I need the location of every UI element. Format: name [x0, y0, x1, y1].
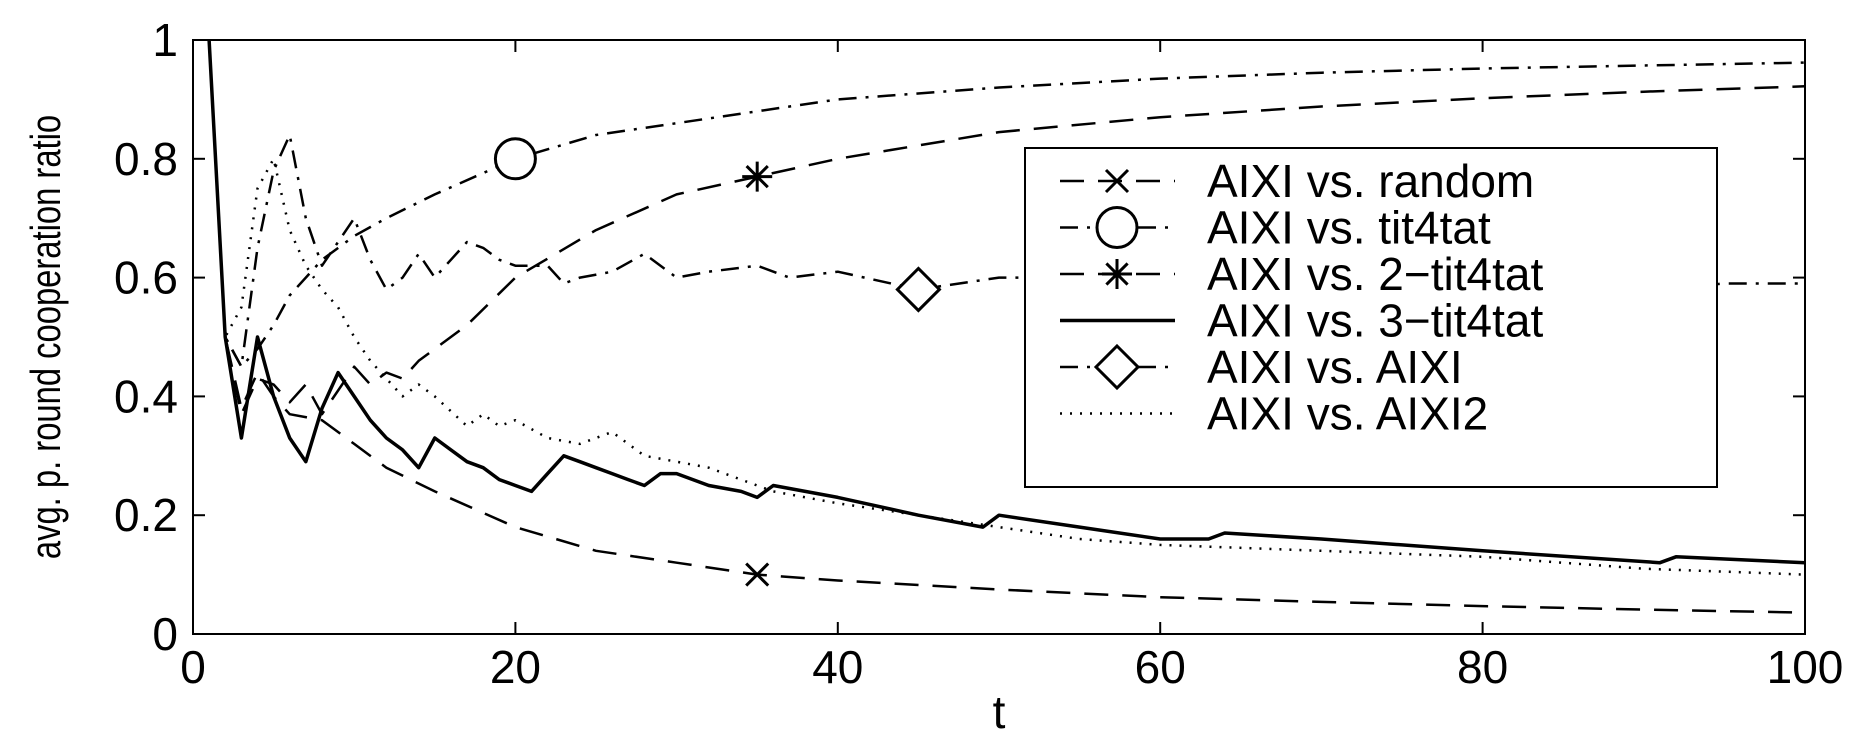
series-marker-aixi-vs-tit4tat: [493, 137, 537, 181]
series-layer: [207, 39, 1806, 614]
y-tick-label: 0.8: [114, 133, 178, 185]
y-tick-label: 1: [152, 14, 178, 66]
x-tick-label: 0: [180, 641, 206, 693]
legend-item-aixi-vs-aixi2: AIXI vs. AIXI2: [1060, 388, 1488, 440]
legend-label: AIXI vs. AIXI: [1207, 341, 1463, 393]
x-tick-label: 80: [1457, 641, 1508, 693]
plot-frame: [192, 39, 1806, 635]
x-tick-label: 60: [1135, 641, 1186, 693]
legend-item-aixi-vs-2-tit4tat: AIXI vs. 2−tit4tat: [1060, 248, 1543, 300]
y-tick-label: 0.6: [114, 252, 178, 304]
legend-label: AIXI vs. AIXI2: [1207, 388, 1488, 440]
y-tick-label: 0.4: [114, 370, 178, 422]
y-tick-label: 0: [152, 608, 178, 660]
legend-item-aixi-vs-3-tit4tat: AIXI vs. 3−tit4tat: [1060, 295, 1543, 347]
legend-label: AIXI vs. tit4tat: [1207, 202, 1491, 254]
series-marker-aixi-vs-random: [745, 562, 770, 587]
y-axis-title: avg. p. round cooperation ratio: [22, 115, 69, 559]
series-line-aixi-vs-aixi: [207, 39, 1805, 368]
legend-box: [1024, 147, 1718, 488]
x-tick-label: 100: [1767, 641, 1844, 693]
series-marker-aixi-vs-aixi: [895, 266, 942, 313]
legend-marker: [1095, 206, 1139, 249]
legend-item-aixi-vs-aixi: AIXI vs. AIXI: [1060, 341, 1463, 393]
legend-marker: [1102, 259, 1132, 289]
y-tick-label: 0.2: [114, 489, 178, 541]
series-line-aixi-vs-aixi2: [207, 39, 1806, 576]
x-tick-label: 20: [490, 641, 541, 693]
series-marker-aixi-vs-2-tit4tat: [742, 161, 773, 192]
x-axis-title: t: [993, 686, 1006, 731]
series-line-aixi-vs-3-tit4tat: [207, 39, 1806, 565]
legend-label: AIXI vs. random: [1207, 155, 1534, 207]
legend-label: AIXI vs. 3−tit4tat: [1207, 295, 1543, 347]
legend-item-aixi-vs-random: AIXI vs. random: [1060, 155, 1534, 207]
legend-label: AIXI vs. 2−tit4tat: [1207, 248, 1543, 300]
series-line-aixi-vs-2-tit4tat: [207, 39, 1806, 416]
x-tick-label: 40: [812, 641, 863, 693]
ticks-layer: 0 20 40 60 80 100 0 0.2 0.4 0.6 0.8 1: [114, 14, 1843, 693]
legend-marker: [1093, 343, 1141, 391]
legend-marker: [1104, 168, 1130, 194]
legend-item-aixi-vs-tit4tat: AIXI vs. tit4tat: [1060, 202, 1491, 254]
